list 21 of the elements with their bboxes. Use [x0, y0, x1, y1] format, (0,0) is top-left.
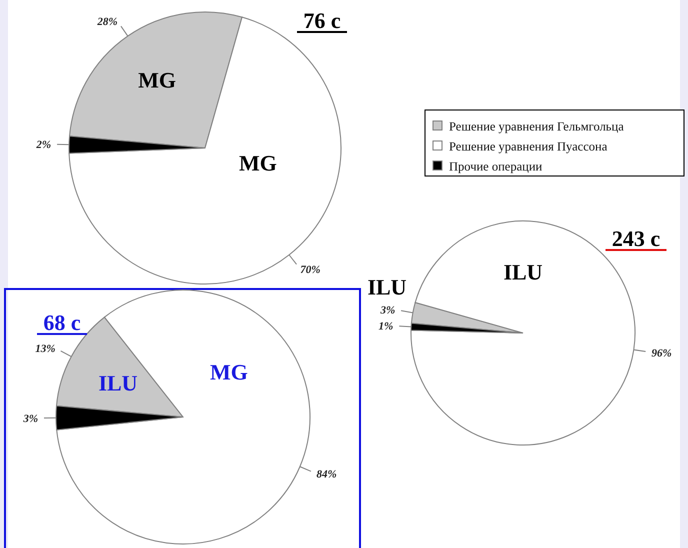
text: ILU	[98, 370, 138, 396]
data-label: 2%	[35, 139, 52, 152]
data-label: 70%	[300, 264, 320, 276]
legend-label: Прочие операции	[449, 159, 543, 174]
legend-label: Решение уравнения Гельмгольца	[449, 119, 624, 134]
text: ILU	[503, 260, 543, 285]
data-label: 3%	[22, 412, 38, 425]
data-label: 1%	[378, 320, 394, 333]
data-label: 3%	[379, 304, 396, 316]
legend-label: Решение уравнения Пуассона	[449, 139, 608, 154]
data-label: 96%	[652, 347, 672, 360]
text: 68 с	[43, 310, 81, 335]
data-label: 28%	[96, 16, 118, 28]
text: MG	[210, 360, 248, 385]
chart-title: 243 с	[612, 226, 660, 251]
text: ILU	[367, 274, 407, 300]
chart-title: 76 с	[303, 8, 341, 33]
data-label: 84%	[316, 468, 337, 481]
data-label: 13%	[35, 342, 56, 355]
text: MG	[138, 68, 176, 93]
text: MG	[239, 150, 277, 176]
